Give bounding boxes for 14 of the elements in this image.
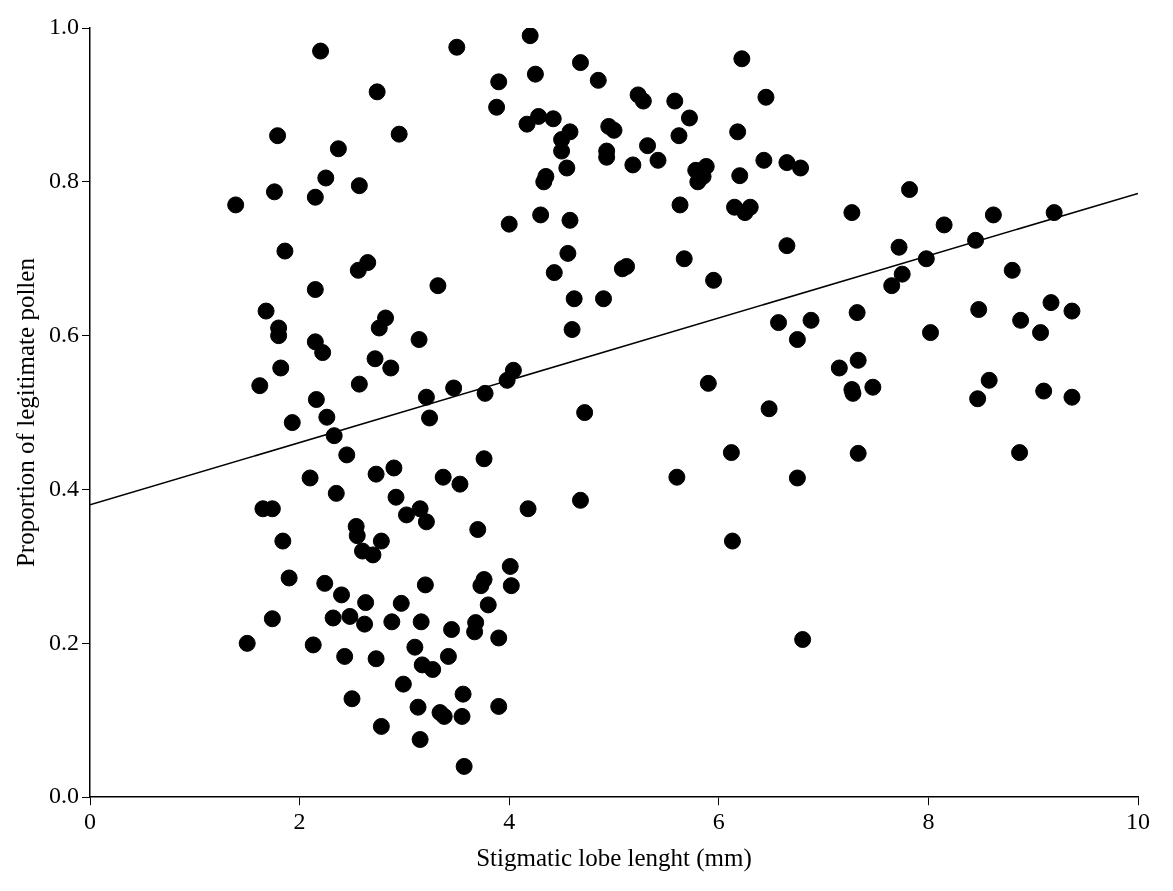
- y-tick-label: 0.4: [49, 474, 79, 501]
- y-tick-label: 0.6: [49, 320, 79, 347]
- x-axis-title: Stigmatic lobe lenght (mm): [476, 843, 752, 872]
- x-tick-label: 2: [293, 807, 306, 834]
- x-tick-label: 6: [712, 807, 725, 834]
- y-tick-label: 1.0: [49, 13, 79, 40]
- y-tick-label: 0.8: [49, 167, 79, 194]
- x-tick-label: 4: [503, 807, 516, 834]
- y-axis-title: Proportion of legitimate pollen: [11, 257, 39, 568]
- y-tick-label: 0.0: [49, 782, 79, 809]
- x-tick-label: 8: [922, 807, 935, 834]
- x-tick-label: 0: [84, 807, 96, 834]
- y-tick-label: 0.2: [49, 628, 79, 655]
- x-tick-label: 10: [1126, 807, 1150, 834]
